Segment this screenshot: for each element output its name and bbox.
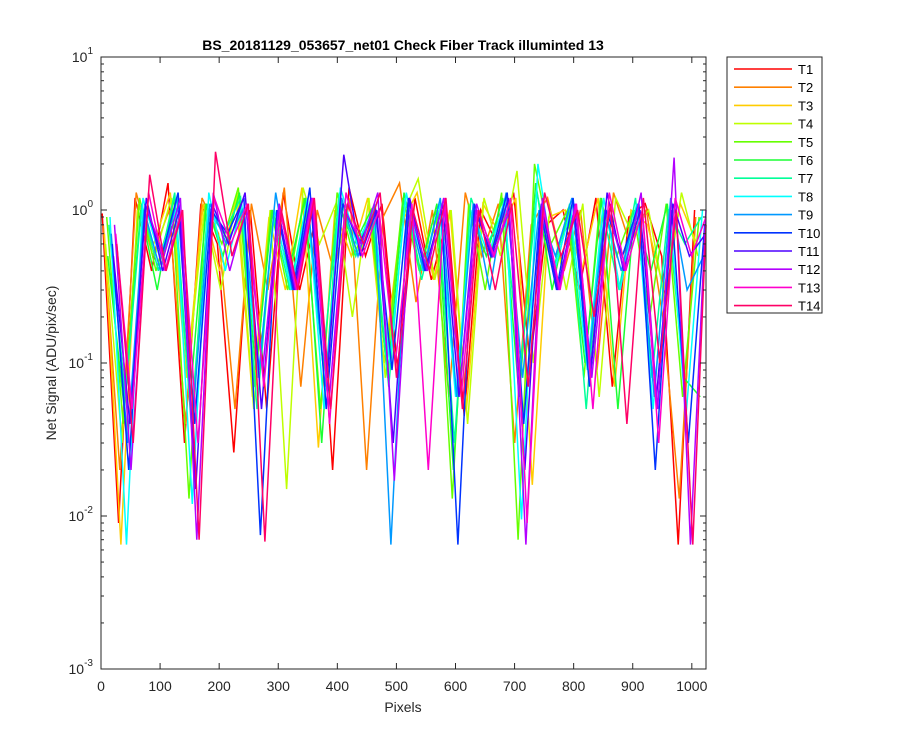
legend-label-t6: T6 <box>798 153 813 168</box>
legend-items: T1 T2 T3 T4 T5 T6 T7 T8 T9 T10 T11 T12 T13 T14 <box>734 62 820 314</box>
legend-label-t8: T8 <box>798 189 813 204</box>
legend-label-t2: T2 <box>798 80 813 95</box>
x-tick-label: 800 <box>562 678 586 694</box>
series-line-t14 <box>116 151 707 545</box>
legend-label-t1: T1 <box>798 62 813 77</box>
series-line-t6 <box>107 182 701 470</box>
y-tick-label: 10-3 <box>69 658 94 677</box>
legend-label-t14: T14 <box>798 299 820 314</box>
x-tick-label: 600 <box>444 678 468 694</box>
plot-area <box>101 57 706 669</box>
x-tick-label: 900 <box>621 678 645 694</box>
chart-title: BS_20181129_053657_net01 Check Fiber Tra… <box>202 37 604 53</box>
y-tick-label: 101 <box>72 46 94 65</box>
y-tick-label: 10-2 <box>69 505 94 524</box>
legend-label-t12: T12 <box>798 262 820 277</box>
legend-label-t4: T4 <box>798 117 813 132</box>
legend-box <box>726 56 823 314</box>
x-ticks: 0 100 200 300 400 500 600 700 800 900 1000 <box>97 57 708 694</box>
series-line-t13 <box>114 192 707 524</box>
legend-label-t7: T7 <box>798 171 813 186</box>
x-tick-label: 700 <box>503 678 527 694</box>
y-tick-label: 100 <box>72 199 94 218</box>
x-tick-label: 400 <box>326 678 350 694</box>
x-tick-label: 200 <box>207 678 231 694</box>
x-tick-label: 300 <box>267 678 291 694</box>
legend: T1 T2 T3 T4 T5 T6 T7 T8 T9 T10 T11 T12 T13 T14 <box>726 56 823 314</box>
x-tick-label: 0 <box>97 678 105 694</box>
legend-label-t5: T5 <box>798 135 813 150</box>
y-ticks: 10-3 10-2 10-1 100 101 <box>69 46 706 677</box>
x-tick-label: 1000 <box>676 678 707 694</box>
series-line-t8 <box>109 163 704 545</box>
legend-label-t13: T13 <box>798 280 820 295</box>
x-tick-label: 100 <box>148 678 172 694</box>
legend-label-t10: T10 <box>798 226 820 241</box>
y-tick-label: 10-1 <box>69 352 94 371</box>
x-tick-label: 500 <box>385 678 409 694</box>
series-layer <box>101 151 707 545</box>
legend-label-t9: T9 <box>798 208 813 223</box>
x-axis-label: Pixels <box>384 699 421 715</box>
legend-label-t3: T3 <box>798 98 813 113</box>
y-axis-label: Net Signal (ADU/pix/sec) <box>43 286 59 441</box>
legend-label-t11: T11 <box>798 244 819 259</box>
